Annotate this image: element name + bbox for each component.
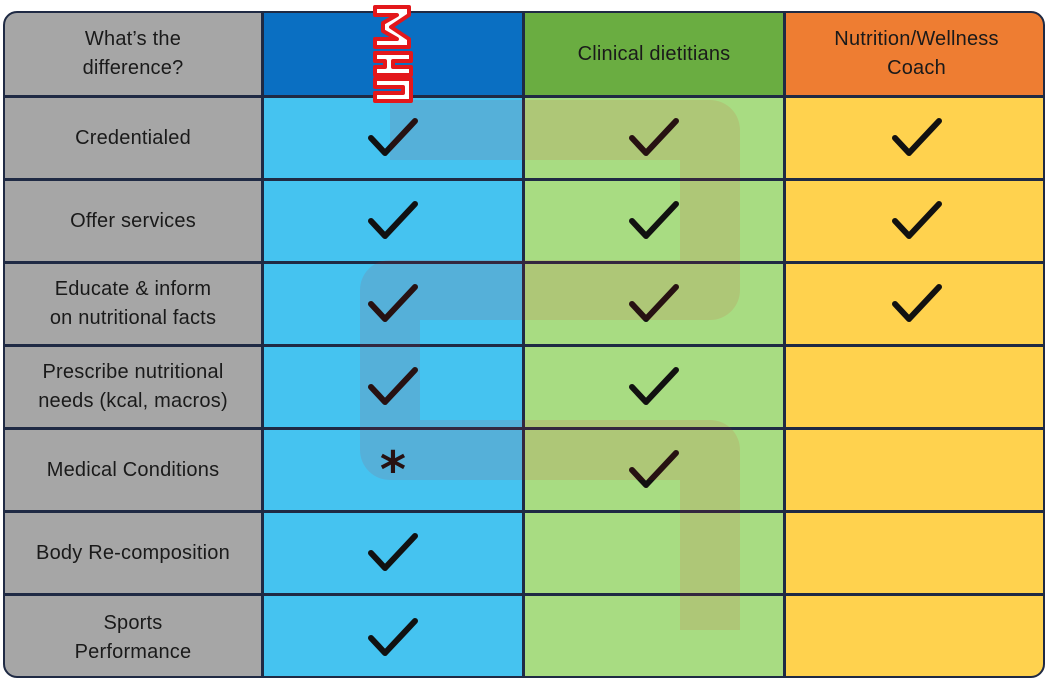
checkmark-icon	[628, 282, 680, 326]
checkmark-icon	[628, 199, 680, 243]
table-cell	[264, 513, 525, 596]
checkmark-icon	[628, 365, 680, 409]
table-cell	[786, 513, 1043, 596]
table-cell	[786, 596, 1043, 676]
checkmark-icon	[891, 199, 943, 243]
header-clinical-dietitians: Clinical dietitians	[525, 13, 786, 98]
checkmark-icon	[367, 531, 419, 575]
table-cell	[525, 264, 786, 347]
comparison-table: What’s the difference? Clinical dietitia…	[3, 11, 1045, 678]
checkmark-icon	[628, 448, 680, 492]
table-cell	[786, 430, 1043, 513]
header-nutrition-wellness-coach: Nutrition/Wellness Coach	[786, 13, 1043, 98]
checkmark-icon	[367, 616, 419, 660]
row-label: Educate & inform on nutritional facts	[5, 264, 264, 347]
table-cell	[264, 264, 525, 347]
row-label: Body Re-composition	[5, 513, 264, 596]
row-label: Prescribe nutritional needs (kcal, macro…	[5, 347, 264, 430]
checkmark-icon	[367, 282, 419, 326]
table-cell	[786, 98, 1043, 181]
table-cell	[525, 430, 786, 513]
checkmark-icon	[367, 365, 419, 409]
table-cell: *	[264, 430, 525, 513]
table-cell	[786, 181, 1043, 264]
row-label: Sports Performance	[5, 596, 264, 676]
table-cell	[264, 596, 525, 676]
brand-logo-icon	[373, 5, 413, 103]
table-cell	[786, 347, 1043, 430]
row-label: Offer services	[5, 181, 264, 264]
checkmark-icon	[891, 116, 943, 160]
row-label: Medical Conditions	[5, 430, 264, 513]
checkmark-icon	[367, 116, 419, 160]
table-cell	[264, 181, 525, 264]
table-cell	[525, 181, 786, 264]
checkmark-icon	[628, 116, 680, 160]
table-cell	[525, 513, 786, 596]
header-corner-label: What’s the difference?	[5, 13, 264, 98]
table-cell	[264, 347, 525, 430]
checkmark-icon	[891, 282, 943, 326]
table-cell	[525, 347, 786, 430]
checkmark-icon	[367, 199, 419, 243]
asterisk-note: *	[379, 441, 407, 499]
table-cell	[525, 98, 786, 181]
table-cell	[786, 264, 1043, 347]
row-label: Credentialed	[5, 98, 264, 181]
table-cell	[525, 596, 786, 676]
table-cell	[264, 98, 525, 181]
